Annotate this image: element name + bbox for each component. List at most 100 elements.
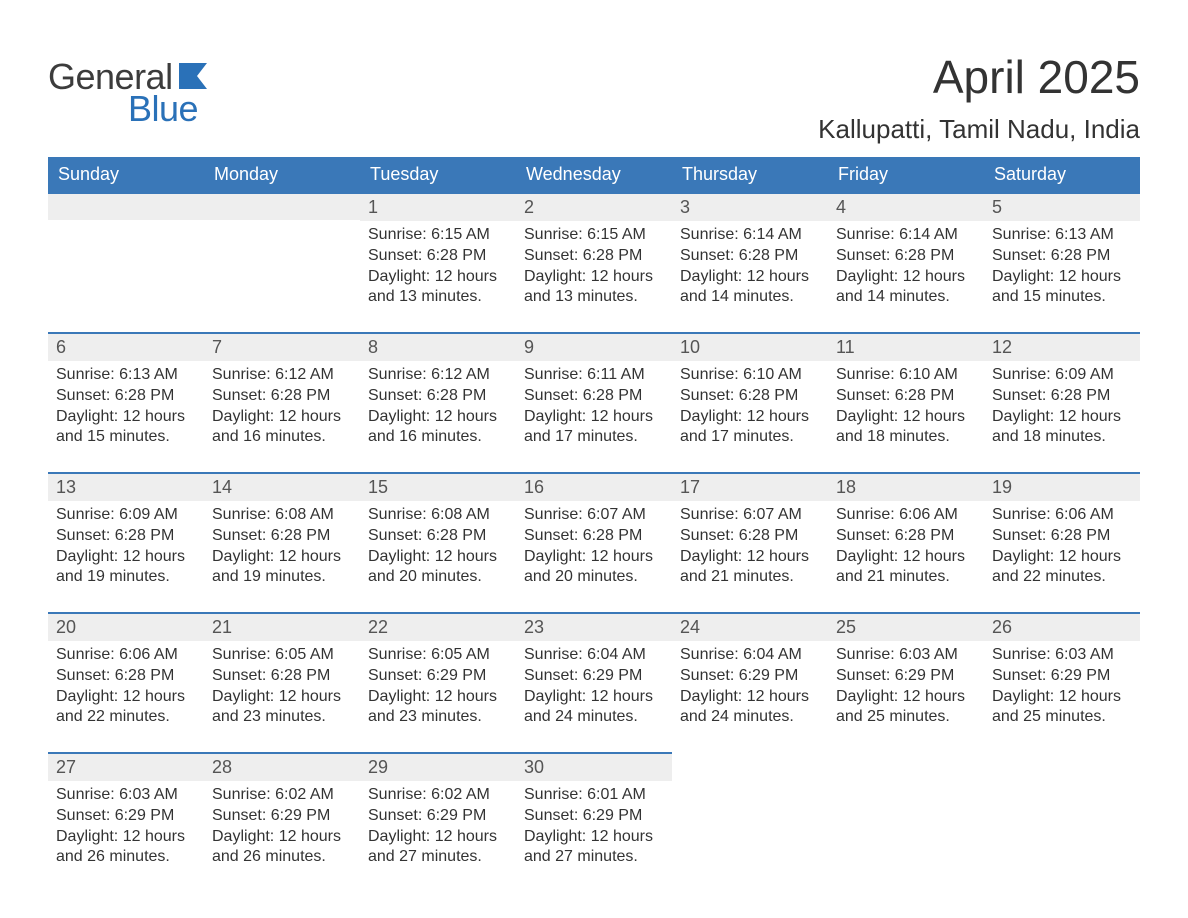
daylight2: and 15 minutes. (992, 287, 1132, 308)
daylight2: and 24 minutes. (680, 707, 820, 728)
day-cell (48, 192, 204, 332)
weekday-sunday: Sunday (48, 157, 204, 192)
day-cell: 12Sunrise: 6:09 AMSunset: 6:28 PMDayligh… (984, 332, 1140, 472)
day-cell: 30Sunrise: 6:01 AMSunset: 6:29 PMDayligh… (516, 752, 672, 892)
daylight1: Daylight: 12 hours (836, 267, 976, 288)
weekday-wednesday: Wednesday (516, 157, 672, 192)
sunset: Sunset: 6:28 PM (368, 246, 508, 267)
day-content: Sunrise: 6:08 AMSunset: 6:28 PMDaylight:… (204, 501, 360, 588)
daynum: 20 (48, 614, 204, 641)
daynum: 14 (204, 474, 360, 501)
day-content: Sunrise: 6:07 AMSunset: 6:28 PMDaylight:… (672, 501, 828, 588)
day-content: Sunrise: 6:05 AMSunset: 6:28 PMDaylight:… (204, 641, 360, 728)
daylight2: and 18 minutes. (992, 427, 1132, 448)
day-content: Sunrise: 6:01 AMSunset: 6:29 PMDaylight:… (516, 781, 672, 868)
sunrise: Sunrise: 6:08 AM (212, 505, 352, 526)
sunrise: Sunrise: 6:03 AM (992, 645, 1132, 666)
daylight2: and 24 minutes. (524, 707, 664, 728)
day-content: Sunrise: 6:14 AMSunset: 6:28 PMDaylight:… (828, 221, 984, 308)
sunrise: Sunrise: 6:10 AM (680, 365, 820, 386)
daylight1: Daylight: 12 hours (368, 267, 508, 288)
daylight2: and 14 minutes. (680, 287, 820, 308)
daylight1: Daylight: 12 hours (212, 687, 352, 708)
weekday-monday: Monday (204, 157, 360, 192)
daynum: 21 (204, 614, 360, 641)
daylight1: Daylight: 12 hours (56, 687, 196, 708)
day-content: Sunrise: 6:03 AMSunset: 6:29 PMDaylight:… (48, 781, 204, 868)
day-cell: 21Sunrise: 6:05 AMSunset: 6:28 PMDayligh… (204, 612, 360, 752)
day-cell: 4Sunrise: 6:14 AMSunset: 6:28 PMDaylight… (828, 192, 984, 332)
daylight2: and 22 minutes. (992, 567, 1132, 588)
week-row: 13Sunrise: 6:09 AMSunset: 6:28 PMDayligh… (48, 472, 1140, 612)
weekday-tuesday: Tuesday (360, 157, 516, 192)
daynum: 8 (360, 334, 516, 361)
daynum: 17 (672, 474, 828, 501)
logo-word2: Blue (128, 88, 198, 130)
daylight1: Daylight: 12 hours (836, 547, 976, 568)
week-row: 20Sunrise: 6:06 AMSunset: 6:28 PMDayligh… (48, 612, 1140, 752)
sunset: Sunset: 6:29 PM (368, 806, 508, 827)
sunset: Sunset: 6:28 PM (836, 246, 976, 267)
day-content: Sunrise: 6:07 AMSunset: 6:28 PMDaylight:… (516, 501, 672, 588)
weekday-header: Sunday Monday Tuesday Wednesday Thursday… (48, 157, 1140, 192)
day-content: Sunrise: 6:08 AMSunset: 6:28 PMDaylight:… (360, 501, 516, 588)
sunset: Sunset: 6:28 PM (680, 526, 820, 547)
day-cell: 2Sunrise: 6:15 AMSunset: 6:28 PMDaylight… (516, 192, 672, 332)
day-cell: 16Sunrise: 6:07 AMSunset: 6:28 PMDayligh… (516, 472, 672, 612)
sunrise: Sunrise: 6:01 AM (524, 785, 664, 806)
daynum: 5 (984, 194, 1140, 221)
daylight1: Daylight: 12 hours (836, 407, 976, 428)
day-content: Sunrise: 6:12 AMSunset: 6:28 PMDaylight:… (204, 361, 360, 448)
sunrise: Sunrise: 6:06 AM (56, 645, 196, 666)
daylight1: Daylight: 12 hours (524, 547, 664, 568)
daylight1: Daylight: 12 hours (524, 687, 664, 708)
sunset: Sunset: 6:28 PM (56, 386, 196, 407)
daynum: 25 (828, 614, 984, 641)
daylight1: Daylight: 12 hours (524, 827, 664, 848)
sunrise: Sunrise: 6:05 AM (368, 645, 508, 666)
calendar: Sunday Monday Tuesday Wednesday Thursday… (48, 157, 1140, 892)
daylight2: and 20 minutes. (524, 567, 664, 588)
day-cell: 26Sunrise: 6:03 AMSunset: 6:29 PMDayligh… (984, 612, 1140, 752)
sunrise: Sunrise: 6:13 AM (56, 365, 196, 386)
daylight1: Daylight: 12 hours (680, 687, 820, 708)
daynum: 1 (360, 194, 516, 221)
daynum: 27 (48, 754, 204, 781)
day-content: Sunrise: 6:10 AMSunset: 6:28 PMDaylight:… (828, 361, 984, 448)
sunrise: Sunrise: 6:15 AM (368, 225, 508, 246)
daylight2: and 19 minutes. (212, 567, 352, 588)
daylight1: Daylight: 12 hours (680, 267, 820, 288)
sunset: Sunset: 6:28 PM (524, 386, 664, 407)
daynum: 30 (516, 754, 672, 781)
daynum: 24 (672, 614, 828, 641)
daylight2: and 26 minutes. (212, 847, 352, 868)
day-content: Sunrise: 6:12 AMSunset: 6:28 PMDaylight:… (360, 361, 516, 448)
day-cell: 23Sunrise: 6:04 AMSunset: 6:29 PMDayligh… (516, 612, 672, 752)
daynum: 4 (828, 194, 984, 221)
day-cell: 13Sunrise: 6:09 AMSunset: 6:28 PMDayligh… (48, 472, 204, 612)
day-cell: 1 Sunrise: 6:15 AMSunset: 6:28 PMDaylight… (360, 192, 516, 332)
daynum: 13 (48, 474, 204, 501)
daynum: 18 (828, 474, 984, 501)
daylight2: and 13 minutes. (368, 287, 508, 308)
day-cell: 19Sunrise: 6:06 AMSunset: 6:28 PMDayligh… (984, 472, 1140, 612)
sunset: Sunset: 6:28 PM (212, 386, 352, 407)
sunset: Sunset: 6:29 PM (680, 666, 820, 687)
day-cell: 9Sunrise: 6:11 AMSunset: 6:28 PMDaylight… (516, 332, 672, 472)
sunrise: Sunrise: 6:05 AM (212, 645, 352, 666)
sunrise: Sunrise: 6:07 AM (680, 505, 820, 526)
sunset: Sunset: 6:28 PM (524, 246, 664, 267)
daylight2: and 25 minutes. (836, 707, 976, 728)
day-cell: 22Sunrise: 6:05 AMSunset: 6:29 PMDayligh… (360, 612, 516, 752)
week-row: 27Sunrise: 6:03 AMSunset: 6:29 PMDayligh… (48, 752, 1140, 892)
sunrise: Sunrise: 6:04 AM (524, 645, 664, 666)
day-cell (204, 192, 360, 332)
day-content: Sunrise: 6:09 AMSunset: 6:28 PMDaylight:… (48, 501, 204, 588)
daynum: 19 (984, 474, 1140, 501)
sunset: Sunset: 6:29 PM (368, 666, 508, 687)
location: Kallupatti, Tamil Nadu, India (818, 114, 1140, 145)
header: General Blue April 2025 Kallupatti, Tami… (48, 50, 1140, 145)
daynum: 28 (204, 754, 360, 781)
daynum-bar-empty (204, 194, 360, 220)
daylight1: Daylight: 12 hours (56, 547, 196, 568)
